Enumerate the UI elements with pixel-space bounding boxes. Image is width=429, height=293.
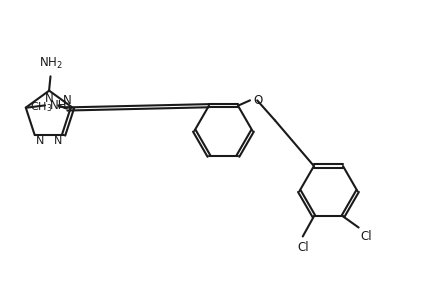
Text: N: N xyxy=(45,92,54,105)
Text: NH$_2$: NH$_2$ xyxy=(39,55,63,71)
Text: NH: NH xyxy=(50,99,68,112)
Text: N: N xyxy=(63,94,72,107)
Text: N: N xyxy=(36,137,45,146)
Text: N: N xyxy=(54,137,62,146)
Text: CH$_3$: CH$_3$ xyxy=(30,100,52,114)
Text: O: O xyxy=(254,94,263,107)
Text: Cl: Cl xyxy=(360,230,372,243)
Text: Cl: Cl xyxy=(297,241,308,254)
